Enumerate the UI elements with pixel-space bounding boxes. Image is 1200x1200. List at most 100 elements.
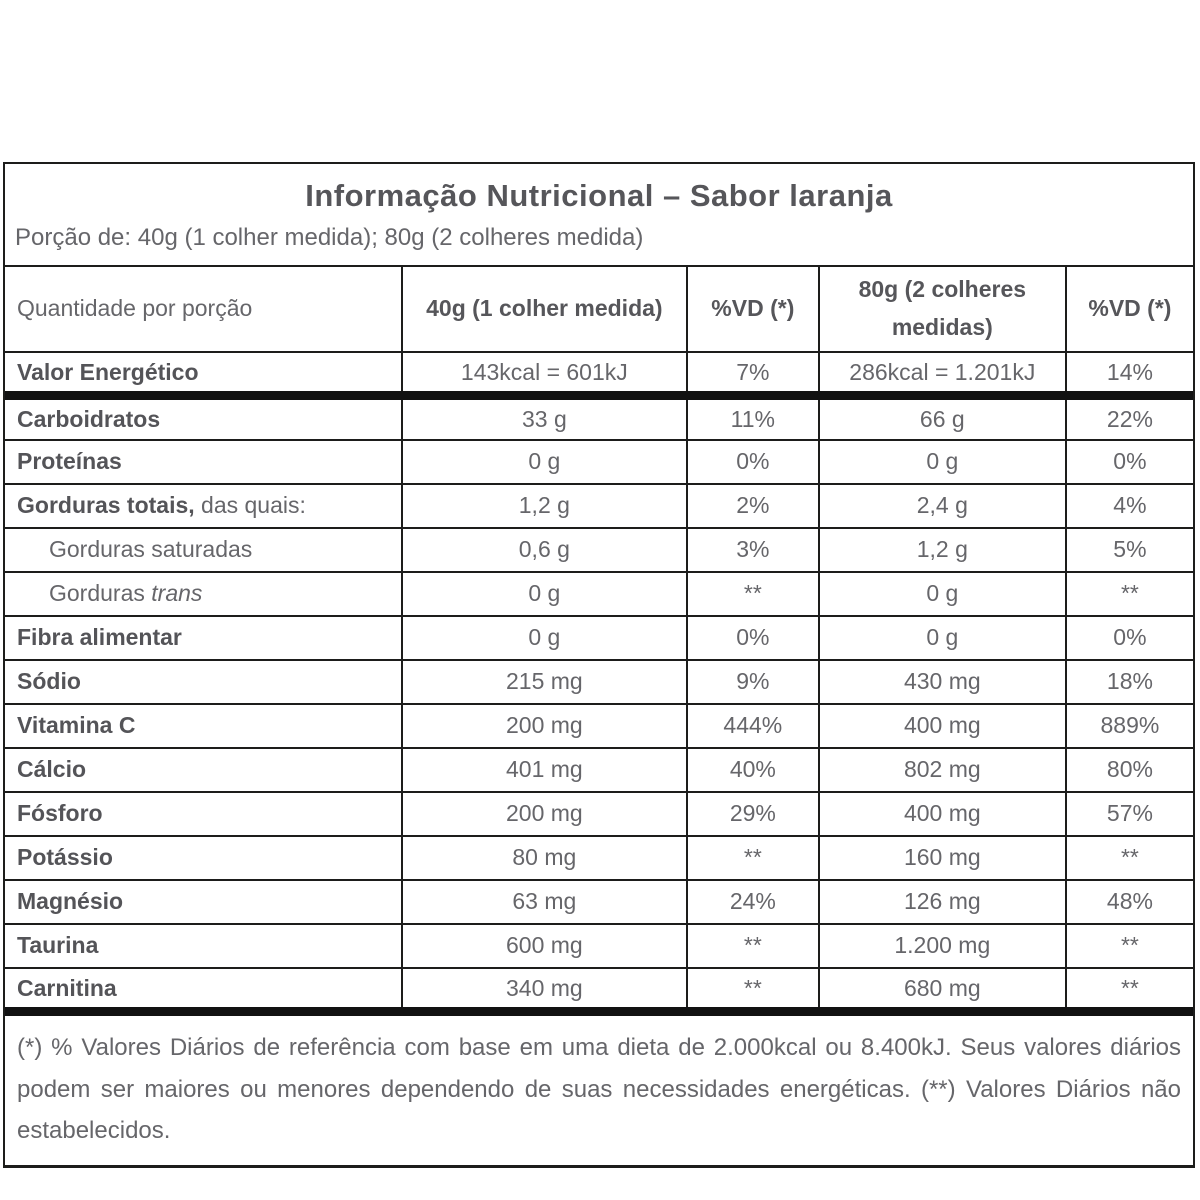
vd-40g-cell: 11%	[685, 395, 820, 441]
value-80g-cell: 1.200 mg	[817, 923, 1067, 969]
nutrient-name-cell: Fósforo	[5, 791, 403, 837]
nutrition-table-body: Valor Energético 143kcal = 601kJ 7% 286kcal…	[5, 351, 1193, 1017]
value-80g-cell: 400 mg	[817, 791, 1067, 837]
nutrient-name-cell: Gorduras totais, das quais:	[5, 483, 403, 529]
table-row: Gorduras trans 0 g ** 0 g **	[5, 571, 1193, 617]
table-row: Fósforo 200 mg 29% 400 mg 57%	[5, 791, 1193, 837]
vd-40g-cell: **	[685, 923, 820, 969]
value-40g-cell: 215 mg	[400, 659, 688, 705]
value-80g-cell: 0 g	[817, 439, 1067, 485]
value-80g-cell: 286kcal = 1.201kJ	[817, 351, 1067, 401]
nutrient-name-cell: Valor Energético	[5, 351, 403, 401]
table-row: Magnésio 63 mg 24% 126 mg 48%	[5, 879, 1193, 925]
nutrient-name-cell: Vitamina C	[5, 703, 403, 749]
nutrient-name-cell: Sódio	[5, 659, 403, 705]
vd-40g-cell: 0%	[685, 615, 820, 661]
page-title: Informação Nutricional – Sabor laranja	[305, 178, 893, 213]
table-row: Valor Energético 143kcal = 601kJ 7% 286kcal…	[5, 351, 1193, 401]
vd-80g-cell: **	[1064, 967, 1193, 1017]
nutrient-name-cell: Potássio	[5, 835, 403, 881]
nutrient-name-cell: Carnitina	[5, 967, 403, 1017]
vd-40g-cell: 9%	[685, 659, 820, 705]
vd-80g-cell: 48%	[1064, 879, 1193, 925]
column-header-80g: 80g (2 colheres medidas)	[817, 267, 1067, 353]
table-row: Taurina 600 mg ** 1.200 mg **	[5, 923, 1193, 969]
column-header-vd-40g: %VD (*)	[685, 267, 820, 353]
value-40g-cell: 0,6 g	[400, 527, 688, 573]
vd-80g-cell: 57%	[1064, 791, 1193, 837]
value-80g-cell: 0 g	[817, 615, 1067, 661]
value-40g-cell: 143kcal = 601kJ	[400, 351, 688, 401]
vd-40g-cell: 24%	[685, 879, 820, 925]
value-40g-cell: 200 mg	[400, 703, 688, 749]
header-row: Quantidade por porção 40g (1 colher medi…	[5, 267, 1193, 353]
vd-40g-cell: 2%	[685, 483, 820, 529]
vd-80g-cell: 0%	[1064, 439, 1193, 485]
nutrient-name-cell: Gorduras saturadas	[5, 527, 403, 573]
table-row: Carnitina 340 mg ** 680 mg **	[5, 967, 1193, 1017]
value-80g-cell: 160 mg	[817, 835, 1067, 881]
vd-40g-cell: 40%	[685, 747, 820, 793]
table-row: Potássio 80 mg ** 160 mg **	[5, 835, 1193, 881]
value-80g-cell: 0 g	[817, 571, 1067, 617]
table-row: Gorduras saturadas 0,6 g 3% 1,2 g 5%	[5, 527, 1193, 573]
value-40g-cell: 33 g	[400, 395, 688, 441]
value-80g-cell: 430 mg	[817, 659, 1067, 705]
value-80g-cell: 400 mg	[817, 703, 1067, 749]
nutrition-table-header: Quantidade por porção 40g (1 colher medi…	[5, 267, 1193, 353]
value-40g-cell: 80 mg	[400, 835, 688, 881]
value-40g-cell: 0 g	[400, 439, 688, 485]
value-40g-cell: 63 mg	[400, 879, 688, 925]
vd-40g-cell: 0%	[685, 439, 820, 485]
vd-80g-cell: 0%	[1064, 615, 1193, 661]
value-40g-cell: 600 mg	[400, 923, 688, 969]
value-40g-cell: 200 mg	[400, 791, 688, 837]
daily-values-footnote: (*) % Valores Diários de referência com …	[17, 1034, 1181, 1144]
value-80g-cell: 1,2 g	[817, 527, 1067, 573]
value-40g-cell: 0 g	[400, 571, 688, 617]
vd-40g-cell: 3%	[685, 527, 820, 573]
vd-80g-cell: **	[1064, 835, 1193, 881]
vd-40g-cell: 444%	[685, 703, 820, 749]
nutrient-name-cell: Cálcio	[5, 747, 403, 793]
vd-40g-cell: **	[685, 835, 820, 881]
value-40g-cell: 0 g	[400, 615, 688, 661]
vd-80g-cell: 14%	[1064, 351, 1193, 401]
vd-40g-cell: 7%	[685, 351, 820, 401]
table-row: Proteínas 0 g 0% 0 g 0%	[5, 439, 1193, 485]
vd-80g-cell: **	[1064, 571, 1193, 617]
table-row: Vitamina C 200 mg 444% 400 mg 889%	[5, 703, 1193, 749]
table-row: Carboidratos 33 g 11% 66 g 22%	[5, 395, 1193, 441]
vd-80g-cell: 18%	[1064, 659, 1193, 705]
nutrient-name-cell: Taurina	[5, 923, 403, 969]
nutrient-name-cell: Proteínas	[5, 439, 403, 485]
vd-80g-cell: **	[1064, 923, 1193, 969]
vd-80g-cell: 5%	[1064, 527, 1193, 573]
nutrient-name-cell: Fibra alimentar	[5, 615, 403, 661]
column-header-40g: 40g (1 colher medida)	[400, 267, 688, 353]
vd-40g-cell: **	[685, 967, 820, 1017]
value-80g-cell: 680 mg	[817, 967, 1067, 1017]
vd-80g-cell: 889%	[1064, 703, 1193, 749]
table-row: Fibra alimentar 0 g 0% 0 g 0%	[5, 615, 1193, 661]
vd-80g-cell: 80%	[1064, 747, 1193, 793]
value-40g-cell: 340 mg	[400, 967, 688, 1017]
nutrient-name-cell: Carboidratos	[5, 395, 403, 441]
nutrient-name-cell: Magnésio	[5, 879, 403, 925]
nutrition-table: Quantidade por porção 40g (1 colher medi…	[5, 267, 1193, 1017]
vd-80g-cell: 22%	[1064, 395, 1193, 441]
value-40g-cell: 401 mg	[400, 747, 688, 793]
column-header-vd-80g: %VD (*)	[1064, 267, 1193, 353]
nutrient-name-cell: Gorduras trans	[5, 571, 403, 617]
value-80g-cell: 802 mg	[817, 747, 1067, 793]
nutrition-facts-panel: Informação Nutricional – Sabor laranja P…	[3, 162, 1195, 1169]
value-80g-cell: 2,4 g	[817, 483, 1067, 529]
value-80g-cell: 66 g	[817, 395, 1067, 441]
table-row: Sódio 215 mg 9% 430 mg 18%	[5, 659, 1193, 705]
vd-80g-cell: 4%	[1064, 483, 1193, 529]
vd-40g-cell: 29%	[685, 791, 820, 837]
value-40g-cell: 1,2 g	[400, 483, 688, 529]
table-row: Cálcio 401 mg 40% 802 mg 80%	[5, 747, 1193, 793]
